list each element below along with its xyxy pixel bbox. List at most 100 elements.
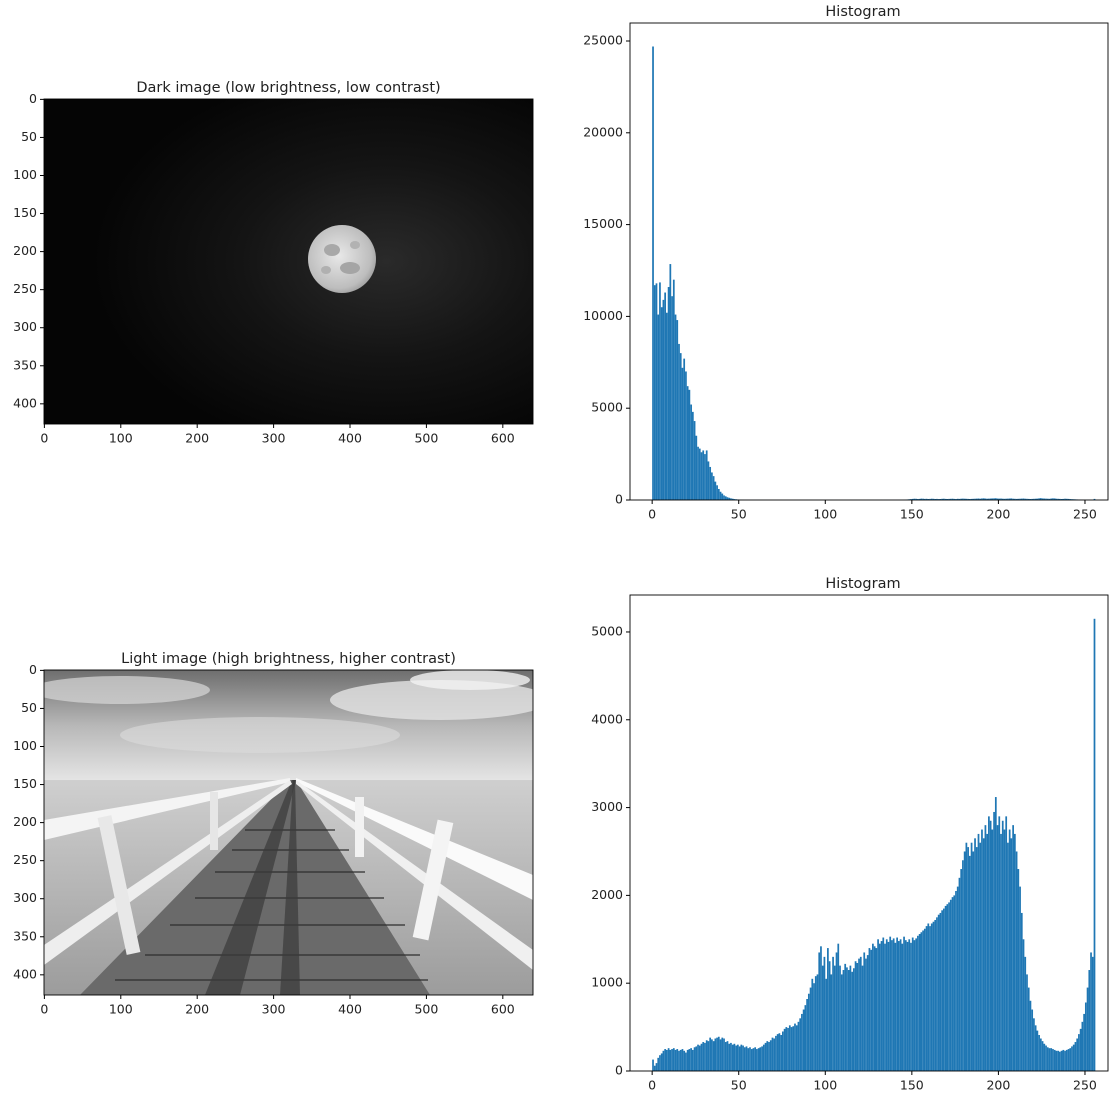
- bar: [1012, 825, 1014, 1071]
- x-tick-label: 250: [1073, 507, 1097, 522]
- bar: [962, 498, 964, 500]
- bar: [970, 498, 973, 500]
- x-tick-label: 300: [262, 1002, 286, 1017]
- bar: [1007, 842, 1009, 1071]
- y-tick-label: 3000: [591, 799, 623, 814]
- bar: [998, 498, 1001, 500]
- bar: [731, 1044, 734, 1071]
- bar: [672, 279, 675, 500]
- bar: [1093, 618, 1096, 1071]
- bar: [657, 1057, 660, 1071]
- bar: [671, 296, 673, 500]
- bar: [929, 926, 931, 1071]
- bar: [1059, 498, 1061, 500]
- bar: [700, 1043, 703, 1071]
- y-tick-label: 100: [13, 738, 37, 753]
- bar: [896, 937, 898, 1071]
- bar: [946, 498, 949, 500]
- bar: [750, 1049, 753, 1071]
- bar: [659, 282, 661, 500]
- bar: [783, 1028, 786, 1071]
- bar: [1001, 498, 1004, 500]
- x-tick-label: 500: [414, 1002, 438, 1017]
- bar: [688, 1049, 691, 1071]
- bar: [690, 404, 692, 500]
- bar: [814, 976, 817, 1071]
- bar: [1026, 974, 1028, 1071]
- bar: [1052, 498, 1054, 500]
- bar: [761, 1046, 763, 1071]
- bar: [705, 1040, 708, 1071]
- bar: [735, 1045, 737, 1071]
- bar: [955, 498, 957, 500]
- bar: [728, 1043, 731, 1071]
- bar: [918, 934, 921, 1071]
- bar: [1036, 1030, 1039, 1071]
- bar: [941, 498, 944, 500]
- bar: [977, 833, 980, 1071]
- bar: [944, 498, 947, 500]
- bar: [1000, 833, 1002, 1071]
- bar: [1074, 1042, 1077, 1071]
- bar: [877, 939, 879, 1071]
- bar: [757, 1048, 760, 1071]
- bar: [664, 292, 667, 500]
- bar: [1005, 816, 1008, 1071]
- bar: [738, 1046, 741, 1071]
- bar: [911, 498, 914, 500]
- y-tick-label: 200: [13, 814, 37, 829]
- bar: [870, 949, 873, 1071]
- bar: [719, 1039, 722, 1071]
- bar: [1001, 820, 1004, 1071]
- bar: [714, 481, 717, 500]
- bar: [828, 961, 831, 1071]
- bar: [934, 919, 937, 1071]
- bar: [955, 890, 957, 1071]
- bar: [1084, 1002, 1087, 1071]
- bar: [986, 498, 989, 500]
- x-tick-label: 0: [40, 1002, 48, 1017]
- bar: [752, 1048, 755, 1071]
- bar: [762, 1044, 765, 1071]
- y-tick-label: 50: [21, 129, 37, 144]
- bar: [1012, 498, 1014, 500]
- y-tick-label: 0: [615, 1063, 623, 1078]
- bar: [778, 1033, 781, 1071]
- bar: [956, 886, 959, 1071]
- bar: [1031, 498, 1034, 500]
- bar: [1093, 498, 1096, 500]
- bar: [686, 1049, 689, 1071]
- bar: [825, 978, 828, 1071]
- bar: [698, 1045, 701, 1071]
- bar: [988, 816, 990, 1071]
- bar: [709, 1037, 712, 1071]
- bar: [666, 312, 668, 500]
- x-tick-label: 600: [491, 431, 515, 446]
- bar: [974, 838, 976, 1071]
- bar: [764, 1042, 767, 1071]
- bar: [956, 498, 959, 500]
- bar: [1010, 498, 1013, 500]
- bar: [930, 498, 933, 500]
- bar: [968, 498, 971, 500]
- axes-title: Histogram: [825, 576, 900, 592]
- bar: [861, 965, 864, 1071]
- bar: [730, 498, 732, 500]
- bar: [851, 971, 853, 1071]
- bar: [1060, 498, 1063, 500]
- bar: [820, 946, 822, 1071]
- bar: [747, 1048, 750, 1071]
- bar: [962, 860, 964, 1071]
- bar: [678, 1050, 680, 1071]
- y-tick-label: 2000: [591, 887, 623, 902]
- bar: [982, 498, 985, 500]
- bar: [1024, 498, 1027, 500]
- bar: [1019, 886, 1021, 1071]
- bar: [681, 1049, 684, 1071]
- x-tick-label: 500: [414, 431, 438, 446]
- y-tick-label: 150: [13, 205, 37, 220]
- bar: [771, 1037, 774, 1071]
- y-tick-label: 350: [13, 928, 37, 943]
- bar: [920, 932, 923, 1071]
- bar: [827, 948, 829, 1071]
